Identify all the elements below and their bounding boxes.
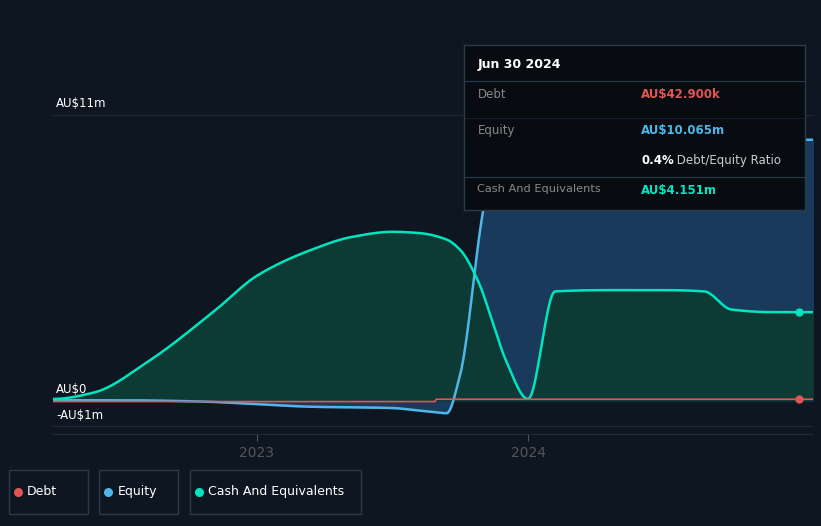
Text: AU$4.151m: AU$4.151m (641, 184, 717, 197)
Text: 0.4%: 0.4% (641, 154, 674, 167)
Text: Debt/Equity Ratio: Debt/Equity Ratio (673, 154, 782, 167)
Text: AU$11m: AU$11m (56, 97, 107, 110)
Text: AU$10.065m: AU$10.065m (641, 124, 725, 137)
Text: Cash And Equivalents: Cash And Equivalents (478, 184, 601, 194)
Text: Jun 30 2024: Jun 30 2024 (478, 58, 561, 71)
Text: Debt: Debt (478, 88, 506, 101)
Text: -AU$1m: -AU$1m (56, 409, 103, 421)
Text: Cash And Equivalents: Cash And Equivalents (208, 485, 344, 498)
Text: Equity: Equity (478, 124, 515, 137)
Text: Debt: Debt (27, 485, 57, 498)
Text: AU$42.900k: AU$42.900k (641, 88, 721, 101)
Text: AU$0: AU$0 (56, 382, 88, 396)
Text: Equity: Equity (117, 485, 157, 498)
